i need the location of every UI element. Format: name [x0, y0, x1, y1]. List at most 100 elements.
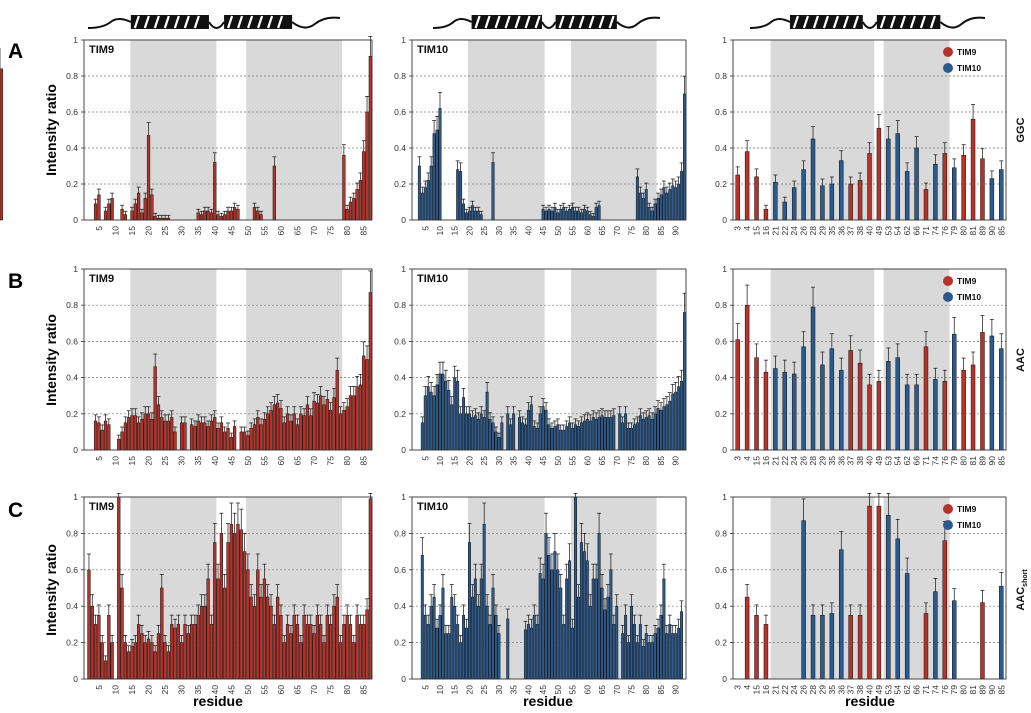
bar: [144, 643, 147, 679]
y-tick-label: 0.8: [715, 71, 727, 81]
x-tick-label: 25: [160, 685, 170, 695]
bar: [203, 606, 206, 679]
bar: [462, 204, 464, 220]
bar: [349, 396, 352, 450]
bar: [648, 416, 650, 450]
bar: [217, 579, 220, 679]
bar: [551, 428, 553, 450]
bar: [651, 211, 653, 220]
x-tick-label: 70: [309, 456, 319, 466]
y-tick-label: 0.6: [66, 107, 78, 117]
bar: [316, 403, 319, 450]
bar: [915, 385, 919, 450]
bar: [952, 334, 956, 450]
bar: [507, 619, 509, 679]
bar: [480, 579, 482, 679]
bar: [669, 189, 671, 220]
x-tick-label: 35: [509, 226, 519, 236]
bar: [197, 421, 200, 450]
x-tick-label: 30: [177, 456, 187, 466]
bar: [604, 417, 606, 450]
x-tick-label: 80: [641, 456, 651, 466]
bar: [980, 332, 984, 450]
bar: [427, 180, 429, 220]
x-tick-label: 50: [553, 685, 563, 695]
bar: [276, 597, 279, 679]
bar: [474, 579, 476, 679]
bar: [915, 148, 919, 220]
bar: [755, 615, 759, 679]
bar: [648, 207, 650, 220]
bar: [137, 624, 140, 679]
bar: [256, 417, 259, 450]
x-tick-label: 30: [494, 456, 504, 466]
x-tick-label: 55: [568, 685, 578, 695]
bar: [642, 198, 644, 220]
y-tick-label: 1: [722, 264, 727, 274]
bar: [674, 392, 676, 450]
bar: [362, 624, 365, 679]
bar: [820, 615, 824, 679]
bar: [830, 349, 834, 450]
bar: [999, 586, 1003, 679]
x-tick-label: 60: [276, 226, 286, 236]
bar: [180, 643, 183, 679]
bar: [427, 387, 429, 450]
x-tick-label: 5: [420, 226, 430, 231]
x-tick-label: 15: [450, 226, 460, 236]
y-tick-label: 0.6: [394, 107, 406, 117]
chart-panel-b-2: 00.20.40.60.815 10 15 20 25 30 35 40 45 50 55 60 65 7…: [394, 264, 686, 465]
y-tick-label: 0.4: [715, 373, 727, 383]
x-tick-label: 40: [210, 226, 220, 236]
bar: [217, 428, 220, 450]
bar: [548, 209, 550, 220]
x-tick-label: 25: [479, 226, 489, 236]
bar: [313, 634, 316, 680]
bar: [548, 425, 550, 450]
bar: [203, 423, 206, 450]
bar: [595, 419, 597, 450]
bar: [639, 624, 641, 679]
bar: [273, 166, 276, 220]
y-tick-label: 0: [722, 215, 727, 225]
row-label-aac-short-main: AAC: [1015, 587, 1027, 611]
bar: [621, 423, 623, 450]
bar: [512, 414, 514, 450]
bar: [151, 643, 154, 679]
bar: [290, 634, 293, 680]
bar: [273, 405, 276, 450]
bar: [352, 396, 355, 450]
y-tick-label: 0.2: [394, 409, 406, 419]
bar: [283, 643, 286, 679]
loop-line: [433, 19, 472, 28]
bar: [94, 624, 97, 679]
bar: [433, 134, 435, 220]
bar: [554, 207, 556, 220]
y-tick-label: 0: [401, 674, 406, 684]
legend-marker-tim9: [943, 276, 953, 286]
bar: [436, 130, 438, 220]
bar: [217, 215, 220, 220]
bar: [952, 601, 956, 679]
x-tick-label: 50: [243, 456, 253, 466]
bar: [339, 414, 342, 450]
x-tick-label: 80: [641, 685, 651, 695]
bar: [610, 417, 612, 450]
bar: [589, 215, 591, 220]
x-tick-label: 65: [597, 456, 607, 466]
bar: [962, 370, 966, 450]
y-tick-label: 0.4: [394, 143, 406, 153]
bar: [141, 213, 144, 220]
x-tick-label: 65: [597, 685, 607, 695]
bar: [465, 213, 467, 220]
x-tick-label: 75: [326, 226, 336, 236]
bar: [121, 432, 124, 450]
bar: [283, 423, 286, 450]
bar: [933, 592, 937, 679]
bar: [421, 193, 423, 220]
bar: [468, 414, 470, 450]
bar: [319, 396, 322, 450]
bar: [468, 211, 470, 220]
bar: [654, 204, 656, 220]
x-tick-label: 80: [342, 226, 352, 236]
